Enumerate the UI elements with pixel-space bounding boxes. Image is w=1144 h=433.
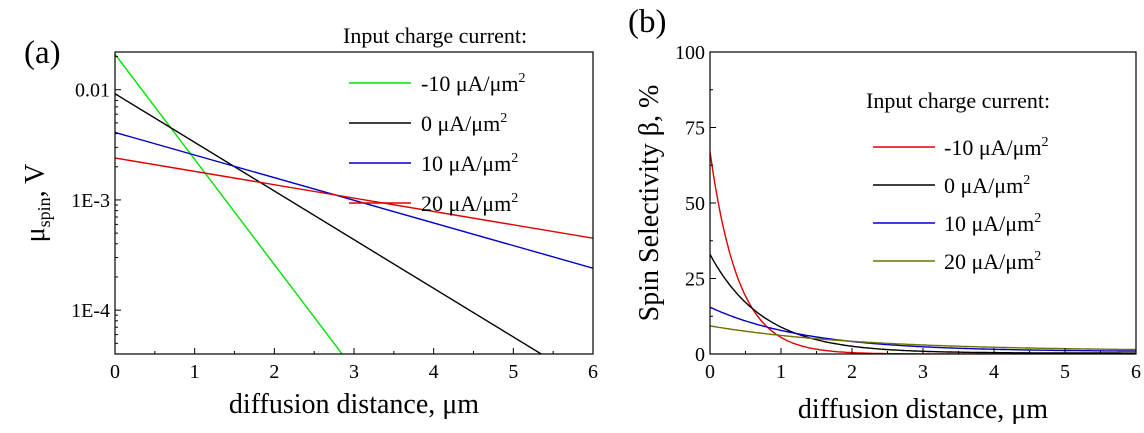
chart-b-legend-entry: 20 μA/μm2 xyxy=(944,249,1041,274)
chart-a-y-tick-label: 1E-4 xyxy=(71,300,110,322)
chart-b-y-tick-label: 100 xyxy=(675,42,705,64)
chart-a-y-tick-label: 1E-3 xyxy=(71,190,110,212)
chart-a-legend: Input charge current: -10 μA/μm2 0 μA/μm2… xyxy=(343,23,527,216)
chart-b-x-tick-label: 6 xyxy=(1131,361,1141,383)
chart-a-x-tick-label: 4 xyxy=(429,361,439,383)
chart-a-series-line xyxy=(115,131,593,269)
chart-a-y-axis-title: μspin, V xyxy=(20,164,54,243)
chart-b-legend-title: Input charge current: xyxy=(866,88,1050,113)
chart-a-x-tick-label: 3 xyxy=(349,361,359,383)
chart-a-legend-entry: 0 μA/μm2 xyxy=(421,111,507,136)
chart-a-series-line xyxy=(115,53,343,354)
chart-b-x-tick-label: 1 xyxy=(776,361,786,383)
chart-b-x-axis-title: diffusion distance, μm xyxy=(798,394,1048,425)
chart-a-x-axis-title: diffusion distance, μm xyxy=(229,389,479,420)
chart-b-y-tick-label: 25 xyxy=(685,269,705,291)
chart-a-series-group xyxy=(115,53,593,354)
chart-a-legend-entry: 10 μA/μm2 xyxy=(421,151,518,176)
chart-a-y-ticks: 1E-4 1E-3 0.01 xyxy=(71,56,121,355)
chart-b-y-ticks: 0 25 50 75 100 xyxy=(675,42,716,366)
y-title-tail: , V xyxy=(20,164,51,198)
chart-b-x-ticks: 0 1 2 3 4 5 6 xyxy=(705,348,1141,383)
chart-a-x-ticks: 0 1 2 3 4 5 6 xyxy=(110,348,598,383)
chart-a: (a) 0 1 2 3 4 5 6 1E-4 1E-3 0.01 diffusion dista… xyxy=(20,23,598,420)
chart-a-y-tick-label: 0.01 xyxy=(75,80,110,102)
chart-b-y-tick-label: 50 xyxy=(685,193,705,215)
chart-b-x-tick-label: 5 xyxy=(1060,361,1070,383)
chart-a-x-tick-label: 6 xyxy=(588,361,598,383)
chart-a-legend-entry: 20 μA/μm2 xyxy=(421,191,518,216)
chart-b-legend-entry: 10 μA/μm2 xyxy=(944,211,1041,236)
chart-b-series-line xyxy=(710,253,1136,354)
chart-b-legend-entry: -10 μA/μm2 xyxy=(944,135,1049,160)
chart-b-x-tick-label: 2 xyxy=(847,361,857,383)
chart-b-legend-entry: 0 μA/μm2 xyxy=(944,173,1030,198)
chart-a-x-tick-label: 0 xyxy=(110,361,120,383)
chart-b-legend: Input charge current: -10 μA/μm2 0 μA/μm2… xyxy=(866,88,1050,274)
chart-a-legend-title: Input charge current: xyxy=(343,23,527,48)
y-title-sub: spin xyxy=(34,197,54,227)
chart-a-x-tick-label: 5 xyxy=(508,361,518,383)
chart-a-legend-entry: -10 μA/μm2 xyxy=(421,71,526,96)
chart-a-series-line xyxy=(115,157,593,239)
chart-b-y-axis-title: Spin Selectivity β, % xyxy=(634,85,665,322)
chart-b-y-tick-label: 0 xyxy=(695,344,705,366)
chart-b-series-group xyxy=(710,151,1136,354)
panel-label-a: (a) xyxy=(24,35,61,71)
chart-b-x-tick-label: 0 xyxy=(705,361,715,383)
y-title-main: μ xyxy=(20,227,51,242)
chart-b-x-tick-label: 4 xyxy=(989,361,999,383)
chart-b-x-tick-label: 3 xyxy=(918,361,928,383)
chart-a-x-tick-label: 1 xyxy=(190,361,200,383)
panel-label-b: (b) xyxy=(628,4,666,40)
chart-a-x-tick-label: 2 xyxy=(269,361,279,383)
chart-b-y-tick-label: 75 xyxy=(685,118,705,140)
chart-b: (b) 0 1 2 3 4 5 6 0 25 50 75 100 diffusion distanc… xyxy=(628,4,1141,425)
chart-a-series-line xyxy=(115,93,542,354)
